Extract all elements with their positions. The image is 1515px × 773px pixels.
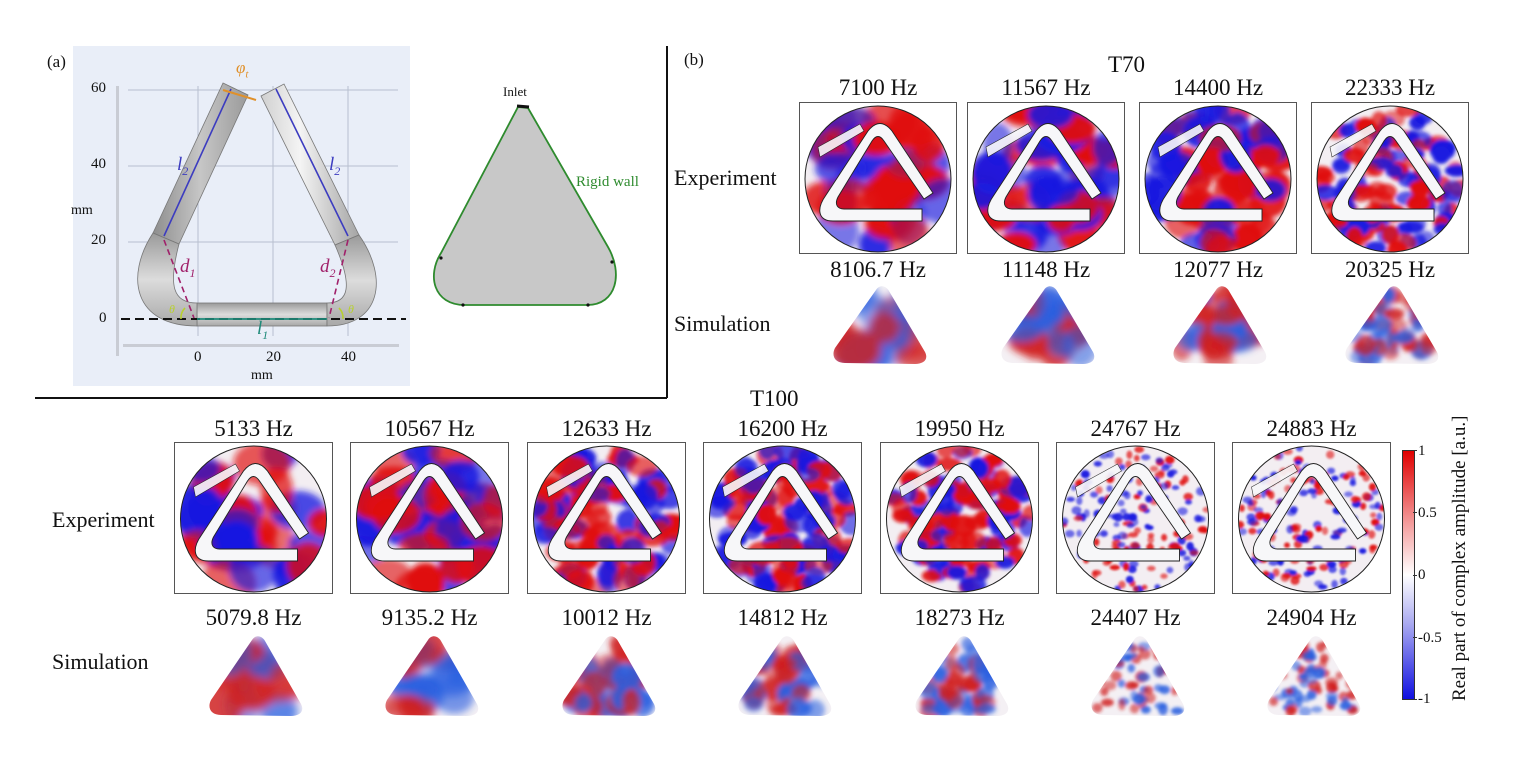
simulation-field-map	[383, 634, 481, 716]
phi-arrow	[222, 89, 257, 101]
simulation-field-map	[207, 634, 305, 716]
simulation-frequency-label: 5079.8 Hz	[205, 605, 302, 630]
l2-right-label: l2	[329, 154, 341, 178]
simulation-field-map	[831, 284, 929, 364]
inlet-mark	[516, 104, 530, 109]
domain-shape	[433, 106, 617, 306]
inlet-label: Inlet	[503, 84, 527, 99]
t70-simulation-label: Simulation	[674, 311, 771, 336]
simulation-field-map	[560, 634, 658, 716]
t100-title: T100	[750, 386, 799, 411]
tube-right-segment	[260, 83, 360, 246]
experiment-field-map	[1232, 442, 1391, 594]
experiment-field-map	[1056, 442, 1215, 594]
colorbar-tick-minus-1: -1	[1418, 691, 1431, 707]
t100-simulation-label: Simulation	[52, 649, 149, 674]
theta-left-label: θ	[169, 302, 175, 316]
geometry-plot-svg	[116, 82, 406, 356]
phi-label: φt	[236, 58, 249, 81]
y-tick-0: 0	[99, 310, 107, 326]
boundary-diagram: Inlet Rigid wall	[425, 75, 660, 315]
simulation-field-map	[1343, 284, 1441, 364]
experiment-field-map	[174, 442, 333, 594]
experiment-field-map	[967, 102, 1125, 254]
l2-left-arrow	[163, 88, 232, 237]
x-tick-20: 20	[266, 349, 281, 365]
experiment-frequency-label: 10567 Hz	[384, 416, 475, 441]
simulation-frequency-label: 9135.2 Hz	[381, 605, 478, 630]
l1-label: l1	[257, 318, 269, 342]
t70-title: T70	[1108, 52, 1146, 77]
simulation-frequency-label: 18273 Hz	[914, 605, 1005, 630]
experiment-frequency-label: 14400 Hz	[1172, 75, 1264, 100]
rigid-wall-label: Rigid wall	[576, 174, 639, 190]
simulation-frequency-label: 20325 Hz	[1344, 257, 1436, 282]
colorbar-tick-0: 0	[1418, 567, 1426, 583]
experiment-field-map	[350, 442, 509, 594]
boundary-diagram-svg	[433, 104, 617, 307]
experiment-frequency-label: 16200 Hz	[737, 416, 828, 441]
divider-vertical	[666, 46, 668, 398]
simulation-field-map	[913, 634, 1011, 716]
tube-right-bend	[326, 234, 377, 327]
theta-right-arc	[338, 307, 344, 320]
experiment-frequency-label: 12633 Hz	[561, 416, 652, 441]
simulation-frequency-label: 24904 Hz	[1266, 605, 1357, 630]
simulation-field-map	[1171, 284, 1269, 364]
theta-right-label: θ	[348, 302, 354, 316]
simulation-field-map	[1265, 634, 1363, 716]
colorbar-tick-minus-0.5: -0.5	[1418, 630, 1442, 646]
l2-left-label: l2	[177, 154, 189, 178]
t70-experiment-label: Experiment	[674, 165, 777, 190]
y-tick-40: 40	[91, 156, 106, 172]
theta-left-arc	[180, 307, 186, 320]
x-tick-0: 0	[194, 349, 202, 365]
experiment-field-map	[799, 102, 957, 254]
t100-experiment-label: Experiment	[52, 507, 155, 532]
geometry-plot: 60 40 20 0 mm 0 20 40 mm φt l2 l2 d1 d2 …	[71, 46, 410, 386]
simulation-field-map	[999, 284, 1097, 364]
simulation-frequency-label: 24407 Hz	[1090, 605, 1181, 630]
y-tick-60: 60	[91, 80, 106, 96]
d2-label: d2	[320, 256, 336, 280]
y-axis-unit: mm	[71, 203, 93, 218]
simulation-field-map	[1089, 634, 1187, 716]
panel-a-label: (a)	[47, 52, 66, 71]
experiment-frequency-label: 5133 Hz	[214, 416, 293, 441]
d1-arrow	[163, 239, 195, 319]
simulation-field-map	[736, 634, 834, 716]
experiment-frequency-label: 11567 Hz	[1001, 75, 1091, 100]
x-axis-unit: mm	[251, 368, 273, 383]
colorbar-tick-0.5: 0.5	[1418, 505, 1437, 521]
experiment-frequency-label: 24767 Hz	[1090, 416, 1181, 441]
divider-horizontal	[35, 397, 667, 399]
d2-arrow	[328, 239, 349, 319]
experiment-frequency-label: 7100 Hz	[838, 75, 918, 100]
experiment-field-map	[527, 442, 686, 594]
colorbar-title: Real part of complex amplitude [a.u.]	[1449, 415, 1470, 701]
experiment-field-map	[1139, 102, 1297, 254]
experiment-field-map	[880, 442, 1039, 594]
y-tick-20: 20	[91, 232, 106, 248]
panel-b-label: (b)	[684, 50, 704, 69]
simulation-frequency-label: 8106.7 Hz	[830, 257, 926, 282]
x-tick-40: 40	[341, 349, 356, 365]
simulation-frequency-label: 11148 Hz	[1001, 257, 1091, 282]
experiment-field-map	[1311, 102, 1469, 254]
tube-left-segment	[152, 82, 249, 245]
simulation-frequency-label: 10012 Hz	[561, 605, 652, 630]
y-axis-bar	[116, 86, 119, 356]
colorbar-tick-1: 1	[1418, 443, 1426, 459]
d1-label: d1	[180, 256, 196, 280]
experiment-frequency-label: 22333 Hz	[1344, 75, 1436, 100]
simulation-frequency-label: 14812 Hz	[737, 605, 828, 630]
tube-left-bend	[137, 232, 198, 327]
experiment-frequency-label: 24883 Hz	[1266, 416, 1357, 441]
experiment-frequency-label: 19950 Hz	[914, 416, 1005, 441]
simulation-frequency-label: 12077 Hz	[1172, 257, 1264, 282]
x-axis-bar	[123, 344, 399, 347]
l2-right-arrow	[275, 88, 349, 237]
experiment-field-map	[703, 442, 862, 594]
